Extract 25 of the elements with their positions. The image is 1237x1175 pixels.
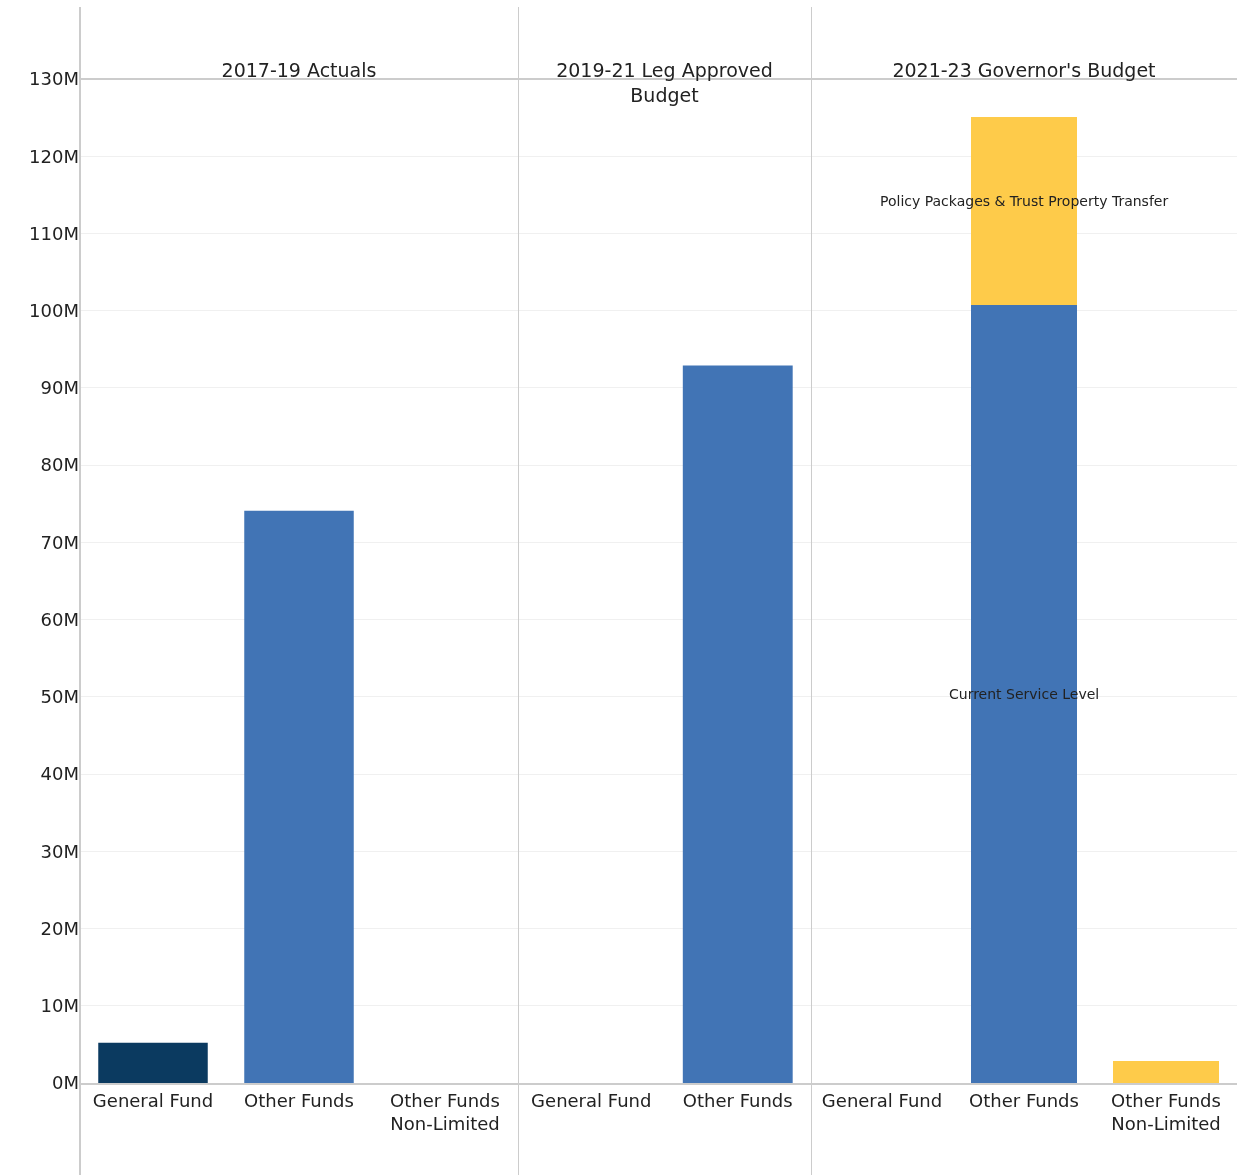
y-tick-label: 110M — [29, 222, 79, 244]
y-tick-label: 40M — [40, 763, 79, 785]
x-tick-label: Other Funds — [682, 1089, 793, 1111]
y-tick-label: 130M — [29, 68, 79, 90]
y-tick-label: 120M — [29, 145, 79, 167]
y-tick-label: 0M — [52, 1072, 79, 1094]
y-tick-label: 50M — [40, 686, 79, 708]
y-tick-label: 90M — [40, 377, 79, 399]
y-tick-label: 30M — [40, 840, 79, 862]
x-tick-label: Other Funds Non-Limited — [1111, 1089, 1221, 1134]
x-tick-label: Other Funds Non-Limited — [390, 1089, 500, 1134]
chart-title: 2017-19 Actuals — [221, 59, 377, 81]
x-tick-label: Other Funds — [244, 1089, 354, 1111]
chart-title: 2019-21 Leg Approved Budget — [556, 59, 773, 106]
y-tick-label: 20M — [40, 917, 79, 939]
y-tick-label: 10M — [40, 995, 79, 1017]
x-tick-label: General Fund — [821, 1089, 943, 1111]
y-tick-label: 60M — [40, 608, 79, 630]
y-tick-label: 80M — [40, 454, 79, 476]
chart-title: 2021-23 Governor's Budget — [892, 59, 1156, 81]
y-tick-label: 100M — [29, 299, 79, 321]
y-tick-label: 70M — [40, 531, 79, 553]
x-tick-label: Other Funds — [969, 1089, 1079, 1111]
x-tick-label: General Fund — [92, 1089, 214, 1111]
x-tick-label: General Fund — [531, 1089, 652, 1111]
